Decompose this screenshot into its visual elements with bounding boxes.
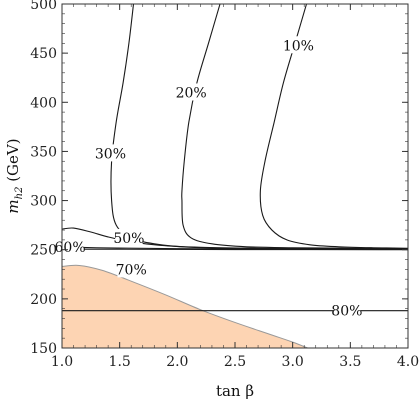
- x-tick-label: 4.0: [397, 354, 419, 370]
- contour-label-60pct: 60%: [55, 240, 86, 256]
- contour-label-bg: [177, 83, 205, 101]
- excluded-region-area: [61, 264, 308, 349]
- contour-label-50pct: 50%: [113, 231, 144, 247]
- y-tick-label: 150: [30, 341, 57, 357]
- y-tick-label: 250: [30, 243, 57, 259]
- contour-line-30pct: [110, 3, 409, 250]
- excluded-region: [61, 264, 308, 349]
- contour-label-80pct: 80%: [331, 304, 362, 320]
- y-tick-label: 500: [30, 0, 57, 13]
- contour-label-bg: [117, 260, 145, 278]
- contour-label-20pct: 20%: [176, 85, 207, 101]
- y-axis-title: mh2 (GeV): [4, 138, 25, 213]
- contour-label-bg: [56, 237, 84, 255]
- y-tick-label: 400: [30, 95, 57, 111]
- x-tick-label: 2.5: [224, 354, 246, 370]
- contour-label-30pct: 30%: [95, 146, 126, 162]
- contour-label-10pct: 10%: [283, 38, 314, 54]
- x-tick-label: 2.0: [166, 354, 188, 370]
- contour-label-bg: [333, 301, 361, 319]
- contour-label-bg: [96, 144, 125, 162]
- y-tick-label: 450: [30, 46, 57, 62]
- x-axis-title: tan β: [216, 382, 254, 400]
- contour-labels: 10% 20% 30% 50% 60% 70% 80%: [55, 36, 362, 320]
- y-tick-label: 300: [30, 194, 57, 210]
- contour-line-70pct: [61, 248, 409, 251]
- contour-label-bg: [115, 228, 143, 246]
- y-axis: 150 200 250 300 350 400 450 500: [30, 0, 408, 357]
- contour-label-70pct: 70%: [116, 262, 147, 278]
- y-axis-title-text: mh2 (GeV): [4, 138, 25, 213]
- y-tick-label: 200: [30, 292, 57, 308]
- x-tick-label: 3.0: [282, 354, 304, 370]
- x-tick-label: 3.5: [339, 354, 361, 370]
- x-tick-label: 1.5: [109, 354, 131, 370]
- contour-label-bg: [284, 36, 313, 54]
- contour-line-50pct: [61, 227, 409, 250]
- y-tick-label: 350: [30, 144, 57, 160]
- x-axis: 1.0 1.5 2.0 2.5 3.0 3.5 4.0: [51, 4, 419, 370]
- x-tick-label: 1.0: [51, 354, 73, 370]
- contour-line-10pct: [259, 3, 409, 249]
